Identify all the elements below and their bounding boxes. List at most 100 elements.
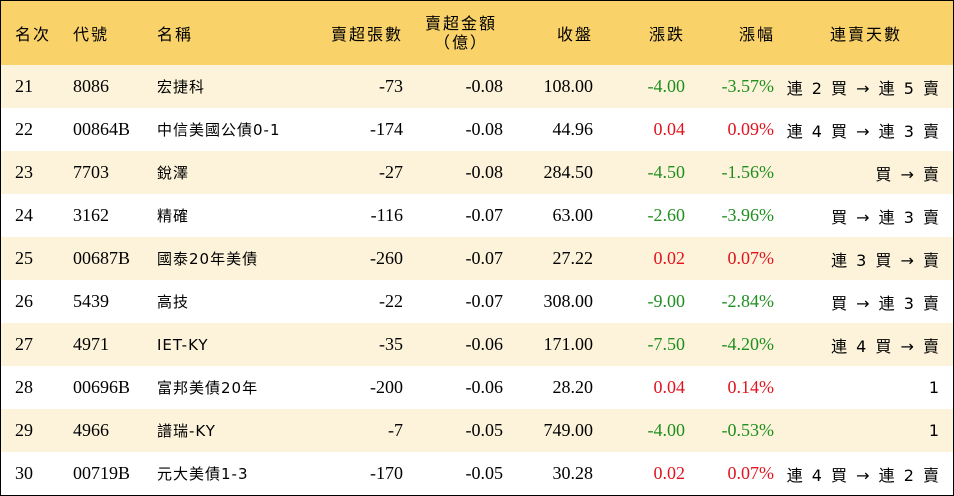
cell-streak: 連 2 買 → 連 5 賣 bbox=[786, 78, 941, 98]
table-row: 22 00864B 中信美國公債0-1 -174 -0.08 44.96 0.04 0.09%… bbox=[1, 108, 953, 151]
cell-pct: -4.20% bbox=[721, 334, 775, 354]
cell-name: IET-KY bbox=[157, 335, 209, 354]
cell-sell-amount: -0.05 bbox=[465, 420, 504, 440]
table-row: 21 8086 宏捷科 -73 -0.08 108.00 -4.00 -3.57% 連 2 買 … bbox=[1, 65, 953, 108]
cell-code: 00864B bbox=[73, 119, 131, 139]
cell-rank: 23 bbox=[15, 162, 33, 182]
cell-sell-lots: -200 bbox=[370, 377, 403, 397]
cell-name: 富邦美債20年 bbox=[157, 379, 259, 397]
cell-code: 00696B bbox=[73, 377, 131, 397]
cell-sell-amount: -0.07 bbox=[465, 205, 504, 225]
cell-sell-amount: -0.08 bbox=[465, 162, 504, 182]
cell-rank: 22 bbox=[15, 119, 33, 139]
header-name: 名稱 bbox=[157, 25, 194, 44]
cell-streak: 連 4 買 → 連 3 賣 bbox=[786, 121, 941, 141]
cell-sell-amount: -0.07 bbox=[465, 291, 504, 311]
header-close: 收盤 bbox=[556, 25, 593, 44]
cell-streak: 1 bbox=[928, 421, 941, 440]
cell-code: 00687B bbox=[73, 248, 131, 268]
cell-close: 63.00 bbox=[552, 205, 594, 225]
cell-sell-lots: -7 bbox=[388, 420, 403, 440]
header-rank: 名次 bbox=[15, 25, 52, 44]
cell-change: 0.04 bbox=[653, 377, 686, 397]
cell-pct: 0.14% bbox=[727, 377, 775, 397]
cell-rank: 30 bbox=[15, 463, 33, 483]
table-row: 25 00687B 國泰20年美債 -260 -0.07 27.22 0.02 0.07% 連 … bbox=[1, 237, 953, 280]
cell-name: 高技 bbox=[157, 293, 190, 311]
header-sell-amount-line1: 賣超金額 bbox=[424, 14, 497, 33]
cell-name: 元大美債1-3 bbox=[157, 465, 249, 483]
cell-sell-lots: -174 bbox=[370, 119, 403, 139]
cell-name: 國泰20年美債 bbox=[157, 250, 259, 268]
cell-pct: 0.09% bbox=[727, 119, 775, 139]
cell-pct: -1.56% bbox=[721, 162, 775, 182]
cell-change: 0.02 bbox=[653, 248, 686, 268]
cell-name: 中信美國公債0-1 bbox=[157, 121, 281, 139]
cell-sell-lots: -22 bbox=[379, 291, 403, 311]
cell-change: -4.50 bbox=[647, 162, 686, 182]
cell-change: -2.60 bbox=[647, 205, 686, 225]
cell-sell-lots: -35 bbox=[379, 334, 403, 354]
cell-pct: -2.84% bbox=[721, 291, 775, 311]
cell-pct: 0.07% bbox=[727, 248, 775, 268]
cell-pct: -0.53% bbox=[721, 420, 775, 440]
header-streak: 連賣天數 bbox=[829, 25, 902, 44]
table-row: 26 5439 高技 -22 -0.07 308.00 -9.00 -2.84% 買 → 連 3… bbox=[1, 280, 953, 323]
cell-name: 宏捷科 bbox=[157, 78, 206, 96]
cell-name: 銳澤 bbox=[157, 164, 190, 182]
cell-code: 4966 bbox=[73, 420, 109, 440]
cell-close: 108.00 bbox=[543, 76, 594, 96]
cell-sell-lots: -116 bbox=[370, 205, 403, 225]
cell-code: 8086 bbox=[73, 76, 109, 96]
cell-code: 7703 bbox=[73, 162, 109, 182]
cell-close: 171.00 bbox=[543, 334, 594, 354]
table-row: 30 00719B 元大美債1-3 -170 -0.05 30.28 0.02 0.07% 連 … bbox=[1, 452, 953, 495]
cell-streak: 買 → 連 3 賣 bbox=[831, 207, 941, 227]
cell-sell-amount: -0.08 bbox=[465, 76, 504, 96]
cell-streak: 連 3 買 → 賣 bbox=[831, 250, 941, 270]
cell-sell-lots: -170 bbox=[370, 463, 403, 483]
cell-code: 4971 bbox=[73, 334, 109, 354]
cell-rank: 21 bbox=[15, 76, 33, 96]
table-row: 28 00696B 富邦美債20年 -200 -0.06 28.20 0.04 0.14% 1 bbox=[1, 366, 953, 409]
cell-pct: -3.57% bbox=[721, 76, 775, 96]
cell-sell-amount: -0.08 bbox=[465, 119, 504, 139]
header-pct: 漲幅 bbox=[738, 25, 775, 44]
cell-close: 28.20 bbox=[552, 377, 594, 397]
cell-change: -9.00 bbox=[647, 291, 686, 311]
cell-streak: 買 → 賣 bbox=[875, 164, 941, 184]
table-header: 名次 代號 名稱 賣超張數 賣超金額 （億） 收盤 漲跌 漲幅 連賣天數 bbox=[1, 1, 953, 65]
cell-sell-amount: -0.05 bbox=[465, 463, 504, 483]
cell-close: 44.96 bbox=[552, 119, 594, 139]
table-row: 29 4966 譜瑞-KY -7 -0.05 749.00 -4.00 -0.53% 1 bbox=[1, 409, 953, 452]
header-code: 代號 bbox=[73, 25, 110, 44]
cell-change: -4.00 bbox=[647, 420, 686, 440]
cell-streak: 連 4 買 → 連 2 賣 bbox=[786, 465, 941, 485]
cell-sell-amount: -0.06 bbox=[465, 334, 504, 354]
cell-rank: 24 bbox=[15, 205, 33, 225]
header-sell-amount: 賣超金額 （億） bbox=[411, 1, 511, 65]
table-row: 24 3162 精確 -116 -0.07 63.00 -2.60 -3.96% 買 → 連 3… bbox=[1, 194, 953, 237]
cell-change: 0.04 bbox=[653, 119, 686, 139]
cell-streak: 連 4 買 → 賣 bbox=[831, 336, 941, 356]
cell-close: 27.22 bbox=[552, 248, 594, 268]
table-row: 23 7703 銳澤 -27 -0.08 284.50 -4.50 -1.56% 買 → 賣 bbox=[1, 151, 953, 194]
cell-pct: -3.96% bbox=[721, 205, 775, 225]
cell-sell-amount: -0.07 bbox=[465, 248, 504, 268]
cell-rank: 29 bbox=[15, 420, 33, 440]
cell-rank: 27 bbox=[15, 334, 33, 354]
cell-streak: 1 bbox=[928, 378, 941, 397]
header-sell-amount-line2: （億） bbox=[433, 33, 488, 52]
cell-sell-lots: -27 bbox=[379, 162, 403, 182]
cell-pct: 0.07% bbox=[727, 463, 775, 483]
cell-rank: 26 bbox=[15, 291, 33, 311]
cell-name: 精確 bbox=[157, 207, 190, 225]
cell-close: 284.50 bbox=[543, 162, 594, 182]
cell-change: -4.00 bbox=[647, 76, 686, 96]
header-change: 漲跌 bbox=[648, 25, 685, 44]
cell-sell-lots: -260 bbox=[370, 248, 403, 268]
cell-name: 譜瑞-KY bbox=[157, 422, 216, 440]
cell-close: 749.00 bbox=[543, 420, 594, 440]
cell-sell-lots: -73 bbox=[379, 76, 403, 96]
